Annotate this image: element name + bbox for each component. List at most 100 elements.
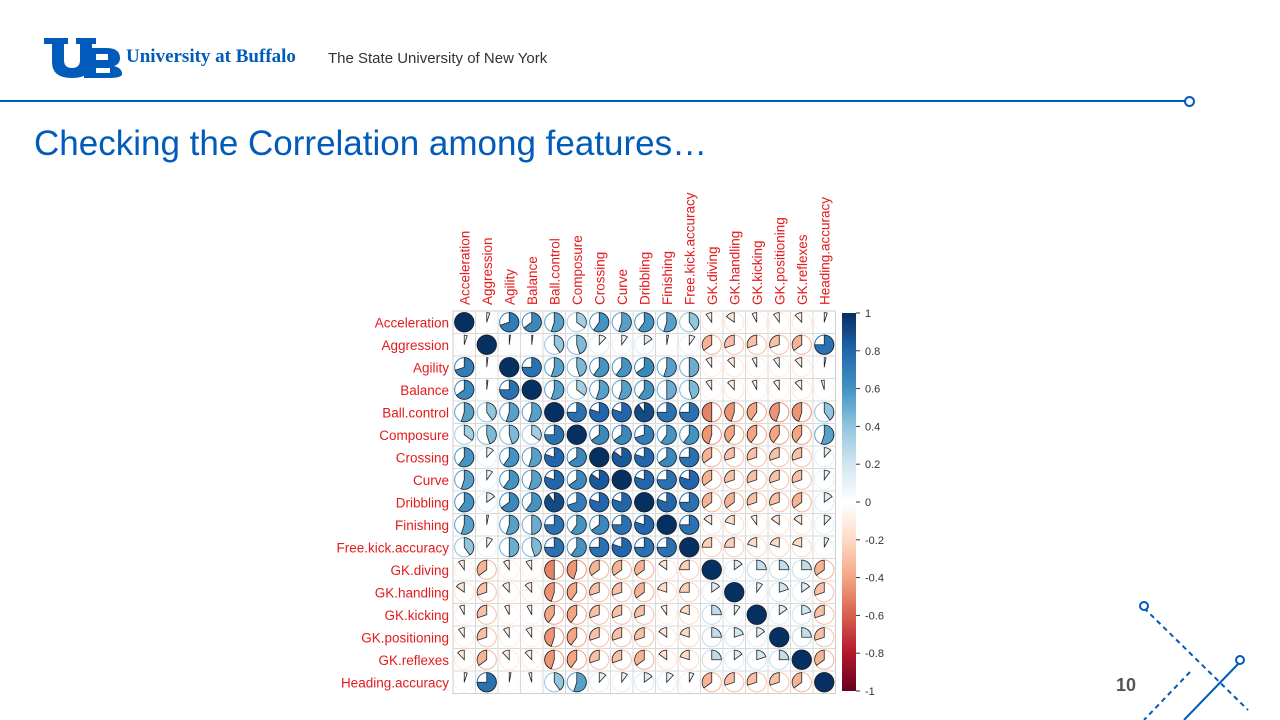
correlation-pie	[701, 334, 713, 351]
correlation-pie	[756, 627, 766, 639]
colorbar-tick-label: 0	[865, 497, 871, 509]
correlation-pie	[611, 649, 623, 664]
column-label: GK.reflexes	[795, 234, 810, 305]
correlation-pie	[792, 537, 803, 548]
correlation-pie	[820, 424, 835, 445]
correlation-pie	[801, 604, 812, 616]
correlation-pie	[823, 537, 830, 548]
row-label: Ball.control	[382, 405, 449, 420]
column-label: Crossing	[592, 252, 607, 305]
correlation-pie	[658, 447, 677, 468]
correlation-pie	[705, 357, 713, 369]
correlation-pie	[503, 627, 510, 639]
ub-logo	[44, 38, 122, 78]
correlation-pie	[523, 312, 542, 333]
correlation-pie	[769, 402, 780, 422]
correlation-pie	[576, 312, 587, 329]
correlation-pie	[503, 469, 520, 490]
correlation-pie	[544, 604, 555, 624]
correlation-pie	[751, 357, 758, 368]
correlation-pie	[566, 402, 587, 423]
correlation-pie	[508, 334, 511, 345]
correlation-pie	[576, 334, 587, 355]
correlation-pie	[526, 604, 533, 615]
correlation-pie	[724, 469, 735, 484]
correlation-pie	[823, 469, 831, 481]
correlation-pie	[814, 627, 825, 641]
correlation-pie	[701, 559, 722, 580]
correlation-pie	[508, 537, 520, 558]
correlation-pie	[657, 582, 668, 593]
colorbar-tick-label: 0.8	[865, 346, 880, 358]
correlation-pie	[566, 582, 578, 601]
correlation-pie	[791, 424, 803, 444]
correlation-pie	[544, 424, 565, 445]
correlation-pie	[679, 537, 700, 558]
column-label: Acceleration	[457, 231, 472, 305]
correlation-pie	[705, 312, 713, 324]
correlation-pie	[476, 604, 488, 619]
column-label: Balance	[525, 256, 540, 305]
correlation-pie	[688, 379, 700, 400]
correlation-pie	[568, 469, 587, 490]
correlation-pie	[746, 402, 758, 421]
correlation-pie	[573, 672, 587, 693]
correlation-pie	[733, 649, 743, 661]
correlation-pie	[679, 604, 690, 616]
correlation-pie	[611, 402, 632, 423]
column-label: GK.handling	[727, 231, 742, 305]
correlation-pie	[634, 469, 655, 490]
column-label: Agility	[502, 269, 517, 305]
correlation-pie	[508, 672, 512, 683]
correlation-pie	[486, 379, 489, 390]
column-label: Composure	[570, 235, 585, 305]
correlation-pie	[769, 537, 780, 548]
header-rule	[0, 100, 1186, 102]
correlation-pie	[769, 334, 780, 349]
row-label: Heading.accuracy	[341, 675, 449, 690]
row-label: Aggression	[381, 338, 449, 353]
correlation-pie	[589, 649, 600, 664]
correlation-pie	[458, 627, 465, 639]
correlation-pie	[460, 402, 475, 423]
correlation-pie	[589, 447, 610, 468]
column-label: GK.kicking	[750, 240, 765, 305]
correlation-pie	[593, 357, 610, 378]
correlation-pie	[679, 492, 700, 513]
correlation-pie	[544, 582, 555, 602]
correlation-pie	[724, 402, 735, 422]
correlation-pie	[679, 402, 700, 423]
correlation-pie	[679, 447, 700, 468]
column-label: Heading.accuracy	[817, 197, 832, 305]
correlation-pie	[528, 447, 542, 468]
correlation-pie	[823, 312, 828, 323]
correlation-pie	[679, 582, 690, 593]
correlation-pie	[823, 514, 832, 526]
correlation-pie	[769, 469, 780, 484]
correlation-pie	[769, 627, 790, 648]
correlation-pie	[724, 492, 735, 509]
correlation-pie	[679, 469, 700, 490]
correlation-pie	[778, 559, 790, 571]
correlation-pie	[701, 537, 713, 548]
row-label: Curve	[413, 473, 449, 488]
correlation-pie	[550, 312, 565, 333]
correlation-pie	[801, 627, 812, 638]
colorbar-tick-label: -0.2	[865, 535, 884, 547]
correlation-pie	[679, 627, 690, 638]
row-label: Composure	[379, 428, 449, 443]
correlation-pie	[724, 672, 735, 686]
correlation-pie	[814, 672, 835, 693]
correlation-pie	[567, 492, 587, 513]
correlation-pie	[634, 447, 655, 468]
correlation-pie	[457, 649, 465, 661]
correlation-pie	[502, 582, 510, 594]
correlation-pie	[589, 627, 600, 641]
correlation-pie	[486, 357, 489, 368]
correlation-pie	[778, 582, 789, 593]
row-label: Free.kick.accuracy	[336, 540, 449, 555]
correlation-pie	[794, 357, 803, 369]
correlation-pie	[746, 424, 758, 444]
correlation-pie	[544, 469, 565, 490]
brand-subtitle: The State University of New York	[328, 50, 548, 67]
